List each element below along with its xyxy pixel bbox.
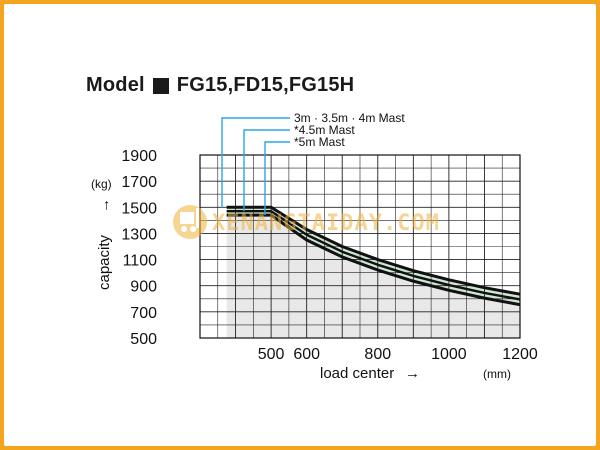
series-line-1	[226, 205, 521, 296]
x-unit-label: (mm)	[483, 367, 511, 381]
mast-callouts: 3m · 3.5m · 4m Mast*4.5m Mast*5m Mast	[221, 111, 405, 216]
series-lines	[226, 205, 521, 307]
mast-callout-line-1	[221, 117, 290, 208]
y-tick-label: 1300	[121, 226, 157, 243]
y-tick-label: 900	[130, 279, 157, 296]
plot-border	[199, 154, 521, 339]
y-unit-label: (kg)	[91, 177, 112, 191]
grid	[199, 154, 521, 339]
x-tick-label: 1000	[431, 346, 467, 363]
y-tick-label: 700	[130, 305, 157, 322]
x-tick-label: 500	[258, 346, 285, 363]
mast-label-2: *4.5m Mast	[294, 123, 355, 137]
mast-label-3: *5m Mast	[294, 135, 345, 149]
model-prefix: Model	[86, 74, 145, 96]
forklift-logo-icon	[173, 205, 207, 239]
x-arrow: →	[405, 365, 420, 382]
watermark: XENANGTAIDAY.COM	[173, 205, 440, 239]
x-tick-label: 1200	[502, 346, 538, 363]
mast-callout-line-2	[243, 129, 290, 212]
page-title: Model FG15,FD15,FG15H	[86, 74, 354, 97]
x-axis-label: load center	[320, 365, 394, 382]
below-curve-fill	[226, 215, 520, 338]
mast-label-1: 3m · 3.5m · 4m Mast	[294, 111, 405, 125]
axis-labels: (kg) capacity → load center → (mm)	[91, 177, 511, 382]
x-tick-label: 800	[364, 346, 391, 363]
y-arrow: →	[96, 198, 113, 213]
series-line-3	[226, 213, 521, 307]
y-tick-label: 1900	[121, 148, 157, 165]
tick-labels: 500 700 900 1100 1300 1500 1700 1900 500 600 800 10…	[121, 148, 537, 363]
y-tick-label: 500	[130, 331, 157, 348]
square-icon	[152, 77, 169, 94]
x-tick-label: 600	[293, 346, 320, 363]
watermark-text: XENANGTAIDAY.COM	[212, 211, 440, 236]
model-names: FG15,FD15,FG15H	[176, 74, 355, 96]
mast-callout-line-3	[264, 141, 290, 216]
y-tick-label: 1100	[123, 253, 158, 270]
series-line-2	[226, 210, 521, 301]
y-axis-label: capacity	[96, 234, 113, 290]
y-tick-label: 1700	[121, 174, 157, 191]
y-tick-label: 1500	[121, 200, 157, 217]
below-curve-area	[226, 215, 520, 338]
